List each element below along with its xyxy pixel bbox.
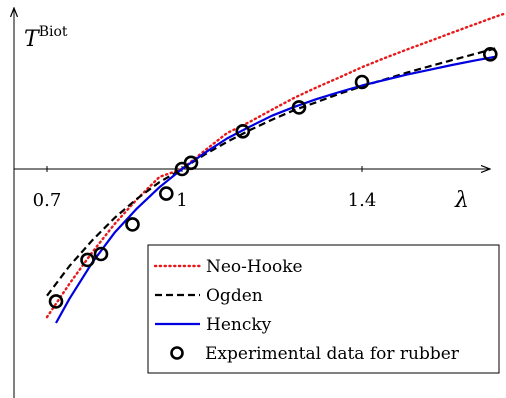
legend-marker-experimental-data-for-rubber xyxy=(170,346,184,360)
legend-label-neo-hooke: Neo-Hooke xyxy=(206,257,303,277)
data-point xyxy=(48,294,64,309)
x-tick-label: 1.4 xyxy=(348,190,377,211)
legend-label-experimental-data-for-rubber: Experimental data for rubber xyxy=(205,344,460,364)
data-point xyxy=(235,124,251,139)
legend: Neo-Hooke Ogden Hencky Experimental data fo… xyxy=(147,244,500,374)
x-tick-label: 1 xyxy=(176,190,187,211)
data-point xyxy=(482,46,498,62)
series-line-hencky xyxy=(55,55,498,324)
data-point xyxy=(183,155,199,171)
legend-label-ogden: Ogden xyxy=(206,286,263,306)
legend-label-hencky: Hencky xyxy=(206,315,272,335)
y-axis-label-base: T xyxy=(24,27,41,52)
data-point xyxy=(93,246,109,262)
curves xyxy=(45,12,506,324)
data-points xyxy=(48,46,498,309)
data-point xyxy=(354,74,370,90)
y-axis-label-superscript: Biot xyxy=(39,24,68,40)
x-axis-label: λ xyxy=(454,188,469,213)
legend-box xyxy=(147,244,500,374)
data-point xyxy=(125,217,140,232)
data-point xyxy=(80,252,95,268)
y-axis-label: TBiot xyxy=(24,24,68,52)
x-tick-label: 0.7 xyxy=(33,190,62,211)
data-point xyxy=(291,100,307,115)
data-point xyxy=(159,186,174,201)
series-line-ogden xyxy=(46,46,498,297)
series-line-neo-hooke xyxy=(45,12,506,319)
x-tick-group: 0.7 1 1.4 xyxy=(33,166,377,211)
